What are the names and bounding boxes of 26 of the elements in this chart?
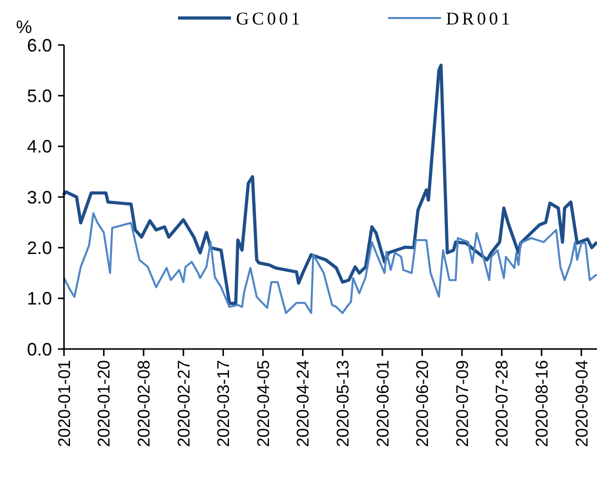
legend-label: DR001 <box>446 8 514 28</box>
x-tick-label: 2020-06-01 <box>373 360 392 447</box>
line-series <box>63 212 597 314</box>
y-axis-title: % <box>16 17 32 37</box>
x-tick-label: 2020-08-16 <box>532 360 552 447</box>
x-tick-label: 2020-03-17 <box>214 360 234 447</box>
y-tick-label: 3.0 <box>26 187 52 208</box>
y-tick-label: 0.0 <box>26 339 52 360</box>
y-tick-label: 2.0 <box>26 238 52 258</box>
x-tick-label: 2020-09-04 <box>572 360 592 447</box>
x-tick-label: 2020-07-28 <box>492 360 512 447</box>
x-tick-label: 2020-02-08 <box>134 360 154 447</box>
y-tick-label: 5.0 <box>26 86 52 106</box>
x-tick-label: 2020-02-27 <box>174 360 194 447</box>
y-tick-label: 6.0 <box>26 35 52 56</box>
line-series <box>62 64 597 305</box>
x-tick-label: 2020-01-20 <box>94 360 114 447</box>
x-tick-label: 2020-07-09 <box>452 360 472 447</box>
y-tick-label: 1.0 <box>26 288 52 309</box>
y-tick-label: 4.0 <box>26 136 52 157</box>
x-tick-label: 2020-01-01 <box>54 360 74 447</box>
x-tick-label: 2020-04-05 <box>254 360 273 447</box>
x-tick-label: 2020-04-24 <box>294 360 313 447</box>
legend-label: GC001 <box>236 8 304 28</box>
x-tick-label: 2020-06-20 <box>413 360 432 447</box>
x-tick-label: 2020-05-13 <box>334 360 353 447</box>
